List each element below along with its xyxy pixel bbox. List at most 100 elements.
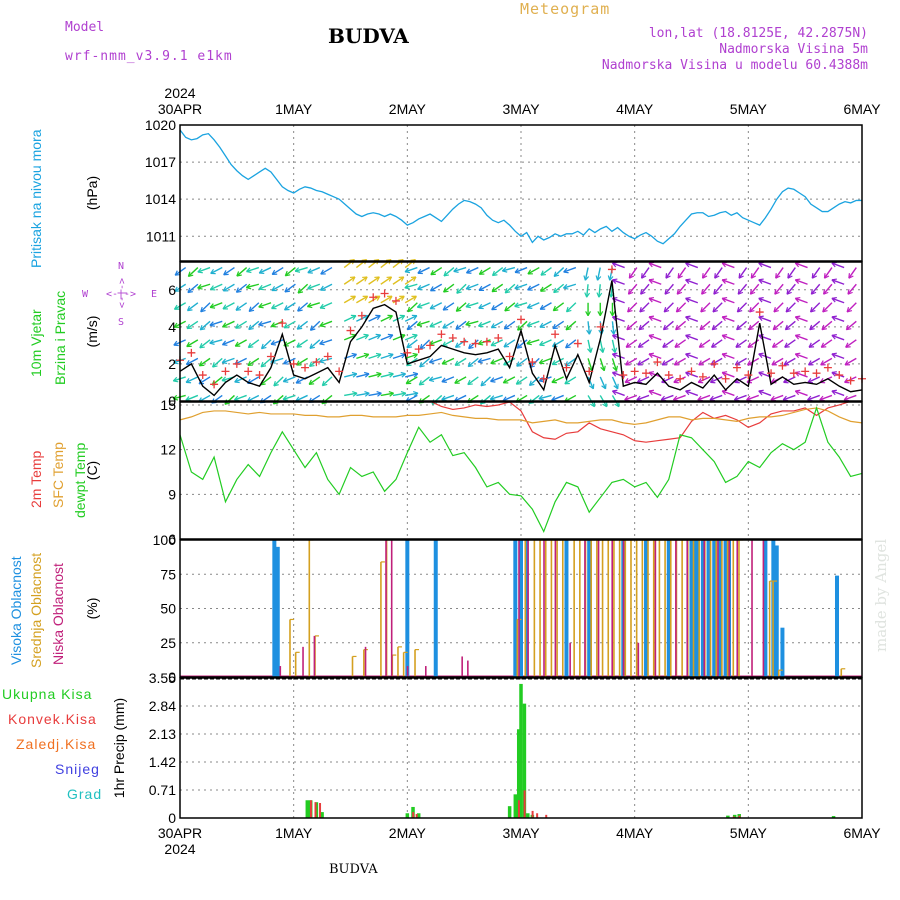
wind-arrow [455, 302, 467, 312]
wind-arrow-head [539, 304, 544, 310]
wind-arrow [319, 320, 333, 327]
wind-arrow [746, 394, 760, 401]
wind-arrow-head [564, 379, 568, 385]
wind-arrow-head [538, 358, 544, 364]
wind-arrow [663, 320, 674, 331]
wind-arrow [663, 302, 674, 313]
wind-arrow-head [722, 352, 728, 355]
wind-arrow [258, 320, 272, 326]
wind-arrow [246, 266, 260, 273]
wind-gust-marker [266, 352, 275, 361]
wind-arrow [271, 266, 284, 276]
wind-arrow [234, 394, 247, 401]
wind-arrow-head [388, 371, 394, 375]
wind-arrow-head [309, 361, 313, 367]
wind-arrow-head [443, 290, 449, 293]
wind-arrow [831, 316, 845, 322]
wind-arrow [721, 371, 735, 378]
wind-arrow-head [377, 334, 382, 340]
wind-arrow-head [748, 324, 752, 330]
precip-convective-bar [517, 800, 520, 818]
wind-gust-marker [346, 326, 355, 335]
wind-arrow [392, 373, 406, 378]
wind-arrow [636, 394, 650, 401]
wind-arrow-head [795, 296, 801, 299]
wind-arrow [200, 302, 211, 313]
wind-arrow [355, 276, 368, 285]
wind-arrow-head [748, 346, 754, 348]
wind-arrow-head [722, 389, 728, 392]
wind-arrow-head [412, 333, 418, 336]
wind-arrow [368, 276, 380, 285]
wind-arrow-head [306, 302, 312, 307]
wind-arrow-head [551, 378, 556, 383]
wind-arrow-head [222, 344, 228, 346]
wind-arrow-head [702, 275, 708, 279]
wind-arrow-head [284, 290, 290, 293]
wind-arrow-head [786, 291, 792, 295]
pressure-ytick: 1020 [145, 117, 176, 133]
wind-arrow [758, 316, 772, 322]
wind-arrow-head [846, 309, 853, 313]
wind-arrow [222, 283, 235, 292]
wind-arrow-head [847, 291, 853, 295]
wind-arrow-head [416, 321, 422, 326]
wind-arrow [612, 262, 625, 269]
wind-arrow [809, 320, 821, 331]
wind-arrow-head [197, 271, 203, 274]
wind-arrow [529, 376, 540, 386]
wind-arrow-head [823, 273, 826, 279]
wind-arrow-head [258, 268, 263, 274]
wind-arrow-head [785, 328, 791, 331]
wind-arrow [284, 283, 296, 293]
wind-arrow [539, 320, 552, 328]
wind-arrow-head [246, 267, 251, 272]
wind-arrow-head [296, 342, 300, 348]
wind-arrow-head [807, 395, 812, 401]
wind-arrow-head [697, 395, 702, 401]
wind-arrow [712, 302, 723, 313]
wind-arrow [675, 320, 687, 331]
high-cloud-bar [513, 540, 518, 677]
wind-arrow-head [364, 371, 370, 375]
wind-arrow-head [221, 358, 226, 364]
wind-arrow-head [758, 389, 764, 392]
wind-arrow-head [173, 362, 179, 365]
wind-arrow [770, 394, 784, 401]
wind-arrow [308, 376, 321, 385]
precip-total-bar [726, 815, 730, 818]
wind-arrow-head [260, 383, 266, 386]
wind-arrow-head [599, 311, 604, 317]
wind-arrow [416, 320, 430, 326]
wind-arrow-head [443, 287, 447, 293]
wind-arrow-head [404, 267, 409, 273]
wind-arrow-head [297, 309, 303, 312]
wind-arrow-head [770, 378, 775, 383]
wind-arrow-head [456, 288, 459, 294]
wind-arrow-head [665, 275, 671, 279]
wind-arrow-head [795, 371, 801, 374]
wind-arrow [503, 320, 516, 330]
wind-arrow [758, 334, 772, 341]
wind-arrow [845, 339, 857, 348]
wind-arrow-head [626, 346, 632, 348]
wind-arrow-head [625, 342, 629, 348]
wind-arrow-head [587, 311, 591, 317]
wind-arrow-head [551, 396, 556, 401]
wind-arrow [636, 376, 650, 384]
wind-arrow [685, 316, 699, 322]
wind-arrow-head [749, 306, 752, 313]
wind-arrow [529, 357, 540, 368]
wind-arrow-head [404, 271, 411, 274]
wind-arrow [186, 320, 199, 330]
time-tick-top-30apr: 30APR [158, 101, 202, 117]
wind-arrow-head [675, 328, 681, 331]
wind-arrow [845, 320, 857, 331]
wind-arrow [320, 266, 333, 275]
wind-arrow-head [597, 276, 602, 281]
wind-arrow [795, 279, 808, 285]
wind-arrow-head [831, 315, 837, 318]
wind-arrow-head [455, 324, 459, 330]
wind-arrow [782, 394, 796, 401]
wind-arrow-head [713, 289, 716, 295]
